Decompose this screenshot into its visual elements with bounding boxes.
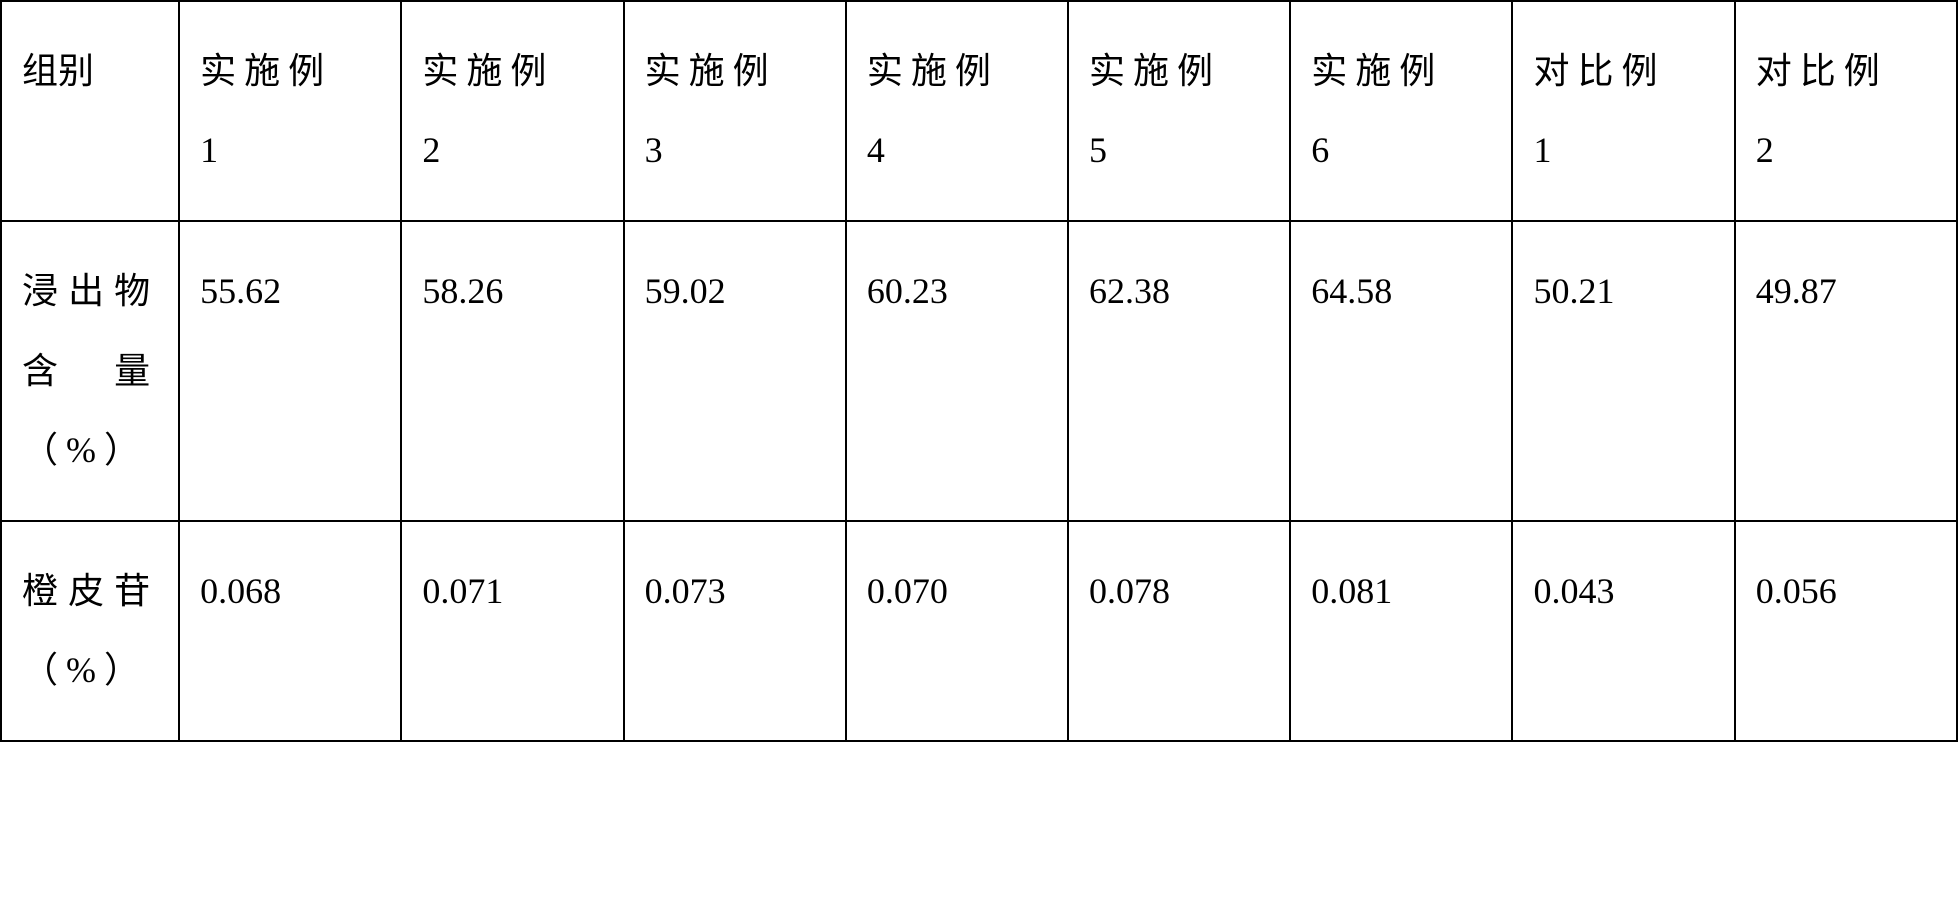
row-label-line1: 橙皮苷 — [22, 552, 158, 631]
header-text-line1: 对比例 — [1533, 51, 1665, 91]
data-cell: 0.056 — [1735, 521, 1957, 741]
data-cell: 64.58 — [1290, 221, 1512, 521]
row-label-line2: （%） — [22, 650, 148, 690]
cell-value: 0.043 — [1533, 571, 1614, 611]
data-cell: 0.071 — [401, 521, 623, 741]
cell-value: 60.23 — [867, 271, 948, 311]
header-label: 组别 — [22, 51, 94, 91]
header-text-line2: 3 — [645, 130, 671, 170]
data-cell: 55.62 — [179, 221, 401, 521]
data-cell: 60.23 — [846, 221, 1068, 521]
cell-value: 0.078 — [1089, 571, 1170, 611]
cell-value: 50.21 — [1533, 271, 1614, 311]
header-text-line1: 对比例 — [1756, 51, 1888, 91]
header-text-line2: 1 — [1533, 130, 1559, 170]
header-text-line2: 2 — [1756, 130, 1782, 170]
cell-value: 0.073 — [645, 571, 726, 611]
row-label-line3: （%） — [22, 430, 148, 470]
row-label-line1: 浸出物 — [22, 252, 158, 331]
data-table: 组别 实施例 1 实施例 2 实施例 3 实施例 4 实施例 5 实施例 6 对… — [0, 0, 1958, 742]
header-text-line1: 实施例 — [200, 51, 332, 91]
header-cell-7: 对比例 1 — [1512, 1, 1734, 221]
cell-value: 55.62 — [200, 271, 281, 311]
header-text-line2: 5 — [1089, 130, 1115, 170]
header-text-line2: 2 — [422, 130, 448, 170]
data-cell: 49.87 — [1735, 221, 1957, 521]
table-row: 浸出物 含 量 （%） 55.62 58.26 59.02 60.23 62.3… — [1, 221, 1957, 521]
cell-value: 0.056 — [1756, 571, 1837, 611]
cell-value: 0.070 — [867, 571, 948, 611]
table-row: 橙皮苷 （%） 0.068 0.071 0.073 0.070 0.078 0.… — [1, 521, 1957, 741]
cell-value: 64.58 — [1311, 271, 1392, 311]
data-cell: 58.26 — [401, 221, 623, 521]
data-cell: 0.081 — [1290, 521, 1512, 741]
header-text-line1: 实施例 — [645, 51, 777, 91]
data-cell: 0.043 — [1512, 521, 1734, 741]
cell-value: 49.87 — [1756, 271, 1837, 311]
data-cell: 0.068 — [179, 521, 401, 741]
data-cell: 59.02 — [624, 221, 846, 521]
header-cell-3: 实施例 3 — [624, 1, 846, 221]
header-text-line1: 实施例 — [1089, 51, 1221, 91]
header-text-line1: 实施例 — [1311, 51, 1443, 91]
data-cell: 0.078 — [1068, 521, 1290, 741]
header-cell-2: 实施例 2 — [401, 1, 623, 221]
cell-value: 59.02 — [645, 271, 726, 311]
data-cell: 0.070 — [846, 521, 1068, 741]
cell-value: 58.26 — [422, 271, 503, 311]
header-cell-8: 对比例 2 — [1735, 1, 1957, 221]
header-cell-1: 实施例 1 — [179, 1, 401, 221]
data-cell: 62.38 — [1068, 221, 1290, 521]
header-cell-5: 实施例 5 — [1068, 1, 1290, 221]
cell-value: 0.068 — [200, 571, 281, 611]
header-cell-6: 实施例 6 — [1290, 1, 1512, 221]
row-label-line2: 含 量 — [22, 332, 158, 411]
header-text-line2: 6 — [1311, 130, 1337, 170]
table-header-row: 组别 实施例 1 实施例 2 实施例 3 实施例 4 实施例 5 实施例 6 对… — [1, 1, 1957, 221]
header-text-line2: 1 — [200, 130, 226, 170]
cell-value: 0.081 — [1311, 571, 1392, 611]
data-cell: 0.073 — [624, 521, 846, 741]
cell-value: 0.071 — [422, 571, 503, 611]
header-text-line1: 实施例 — [867, 51, 999, 91]
cell-value: 62.38 — [1089, 271, 1170, 311]
header-text-line1: 实施例 — [422, 51, 554, 91]
header-cell-4: 实施例 4 — [846, 1, 1068, 221]
header-text-line2: 4 — [867, 130, 893, 170]
data-cell: 50.21 — [1512, 221, 1734, 521]
row-label-2: 橙皮苷 （%） — [1, 521, 179, 741]
row-label-1: 浸出物 含 量 （%） — [1, 221, 179, 521]
header-cell-group: 组别 — [1, 1, 179, 221]
